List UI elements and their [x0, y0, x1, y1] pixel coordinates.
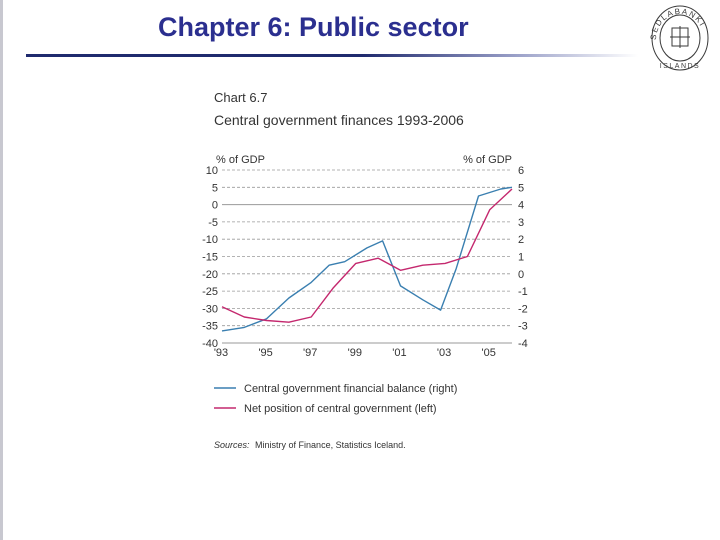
right-tick-label: -2: [518, 303, 528, 315]
x-tick-label: '93: [214, 347, 228, 359]
right-tick-label: 0: [518, 269, 524, 281]
right-tick-label: -3: [518, 321, 528, 333]
axis-ticks: 1050-5-10-15-20-25-30-35-406543210-1-2-3…: [202, 165, 528, 359]
central-government-finances-chart: Chart 6.7 Central government finances 19…: [202, 90, 528, 450]
left-tick-label: -35: [202, 321, 218, 333]
chart-number: Chart 6.7: [214, 90, 267, 105]
page-title: Chapter 6: Public sector: [158, 12, 469, 42]
source-note: Sources: Ministry of Finance, Statistics…: [214, 440, 406, 450]
chart-title: Central government finances 1993-2006: [214, 112, 464, 128]
right-tick-label: -4: [518, 338, 528, 350]
left-tick-label: -15: [202, 252, 218, 264]
right-tick-label: 6: [518, 165, 524, 177]
source-text: Ministry of Finance, Statistics Iceland.: [255, 440, 406, 450]
left-axis-label: % of GDP: [216, 154, 265, 166]
right-axis-label: % of GDP: [463, 154, 512, 166]
legend: Central government financial balance (ri…: [214, 383, 457, 415]
series-line-financial-balance: [221, 186, 513, 332]
source-prefix: Sources:: [214, 440, 250, 450]
left-tick-label: -5: [208, 217, 218, 229]
slide-left-border: [0, 0, 3, 540]
x-tick-label: '99: [348, 347, 362, 359]
right-tick-label: 1: [518, 252, 524, 264]
right-tick-label: 3: [518, 217, 524, 229]
x-tick-label: '01: [392, 347, 406, 359]
right-tick-label: 2: [518, 234, 524, 246]
left-tick-label: -25: [202, 286, 218, 298]
left-tick-label: -40: [202, 338, 218, 350]
gridlines: [222, 169, 512, 344]
svg-text:SEDLABANKI: SEDLABANKI: [649, 7, 707, 41]
right-tick-label: -1: [518, 286, 528, 298]
title-underline: [26, 54, 638, 57]
legend-label: Net position of central government (left…: [244, 403, 437, 415]
left-tick-label: -20: [202, 269, 218, 281]
left-tick-label: -30: [202, 303, 218, 315]
x-tick-label: '97: [303, 347, 317, 359]
left-tick-label: 0: [212, 200, 218, 212]
left-tick-label: 5: [212, 182, 218, 194]
right-tick-label: 4: [518, 200, 524, 212]
data-series: [221, 186, 513, 332]
left-tick-label: -10: [202, 234, 218, 246]
x-tick-label: '95: [258, 347, 272, 359]
x-tick-label: '05: [482, 347, 496, 359]
x-tick-label: '03: [437, 347, 451, 359]
right-tick-label: 5: [518, 182, 524, 194]
svg-text:ISLANDS: ISLANDS: [660, 63, 700, 70]
series-line-net-position: [221, 188, 513, 323]
legend-label: Central government financial balance (ri…: [244, 383, 457, 395]
left-tick-label: 10: [206, 165, 218, 177]
central-bank-seal-logo: SEDLABANKI ISLANDS: [649, 5, 709, 71]
